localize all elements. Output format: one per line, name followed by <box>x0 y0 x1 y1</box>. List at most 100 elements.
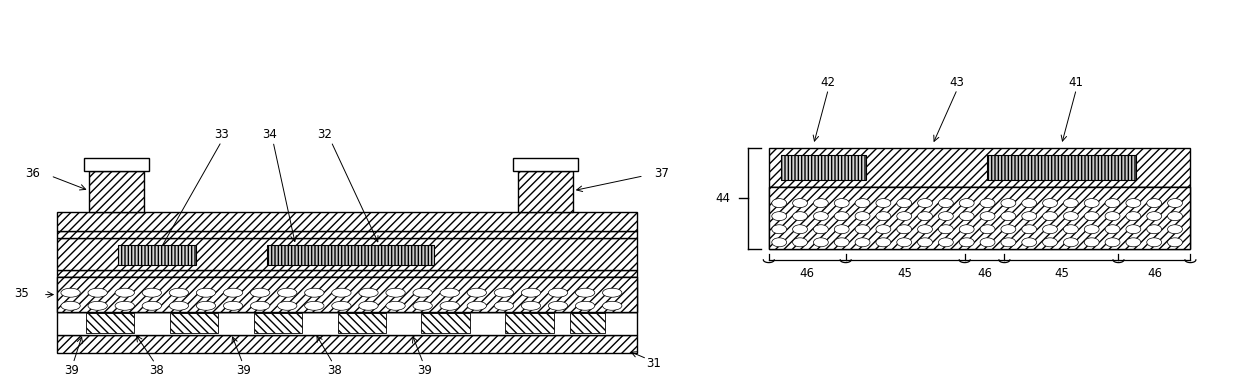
Ellipse shape <box>939 238 954 247</box>
Bar <box>57 212 637 231</box>
Ellipse shape <box>115 288 134 297</box>
Bar <box>769 187 1190 249</box>
Ellipse shape <box>467 288 486 297</box>
Bar <box>781 155 866 180</box>
Ellipse shape <box>939 225 954 234</box>
Ellipse shape <box>1001 238 1016 247</box>
Ellipse shape <box>813 238 828 247</box>
Ellipse shape <box>918 238 932 247</box>
Ellipse shape <box>250 288 270 297</box>
Ellipse shape <box>792 199 807 208</box>
Ellipse shape <box>792 225 807 234</box>
Ellipse shape <box>918 212 932 221</box>
Ellipse shape <box>1064 225 1079 234</box>
Text: 38: 38 <box>150 364 165 377</box>
Text: 41: 41 <box>1069 76 1084 89</box>
Ellipse shape <box>143 301 161 310</box>
Ellipse shape <box>115 301 134 310</box>
Ellipse shape <box>939 212 954 221</box>
Ellipse shape <box>856 212 870 221</box>
Ellipse shape <box>88 288 108 297</box>
Ellipse shape <box>143 288 161 297</box>
Ellipse shape <box>771 238 786 247</box>
Text: 33: 33 <box>215 128 229 141</box>
Ellipse shape <box>413 288 433 297</box>
Bar <box>57 238 637 270</box>
Ellipse shape <box>332 301 351 310</box>
Ellipse shape <box>897 238 911 247</box>
Ellipse shape <box>1168 238 1183 247</box>
Ellipse shape <box>467 301 486 310</box>
Ellipse shape <box>897 212 911 221</box>
Ellipse shape <box>856 225 870 234</box>
Ellipse shape <box>1001 212 1016 221</box>
Ellipse shape <box>1001 225 1016 234</box>
Ellipse shape <box>278 301 296 310</box>
Bar <box>518 171 573 212</box>
Ellipse shape <box>1105 238 1120 247</box>
Ellipse shape <box>548 301 568 310</box>
Text: 44: 44 <box>715 192 730 205</box>
Ellipse shape <box>1022 238 1037 247</box>
Ellipse shape <box>1022 199 1037 208</box>
Text: 46: 46 <box>1147 267 1162 280</box>
Ellipse shape <box>521 301 541 310</box>
Ellipse shape <box>960 212 975 221</box>
Ellipse shape <box>196 288 216 297</box>
Bar <box>254 313 303 333</box>
Ellipse shape <box>575 301 595 310</box>
Ellipse shape <box>603 288 622 297</box>
Bar <box>337 313 386 333</box>
Ellipse shape <box>223 301 243 310</box>
Ellipse shape <box>813 199 828 208</box>
Text: 45: 45 <box>1054 267 1069 280</box>
Ellipse shape <box>875 212 890 221</box>
Ellipse shape <box>960 199 975 208</box>
Ellipse shape <box>980 212 994 221</box>
Ellipse shape <box>1105 212 1120 221</box>
Ellipse shape <box>1084 212 1099 221</box>
Ellipse shape <box>875 238 890 247</box>
Ellipse shape <box>856 199 870 208</box>
Ellipse shape <box>835 225 849 234</box>
Ellipse shape <box>440 301 459 310</box>
Text: 46: 46 <box>977 267 992 280</box>
Ellipse shape <box>386 288 405 297</box>
Bar <box>89 171 144 212</box>
Ellipse shape <box>1022 212 1037 221</box>
Ellipse shape <box>1105 225 1120 234</box>
Text: 37: 37 <box>655 167 670 180</box>
Ellipse shape <box>250 301 270 310</box>
Ellipse shape <box>548 288 568 297</box>
Ellipse shape <box>875 199 890 208</box>
Text: 46: 46 <box>800 267 815 280</box>
Ellipse shape <box>575 288 595 297</box>
Ellipse shape <box>1105 199 1120 208</box>
Ellipse shape <box>1126 225 1141 234</box>
Ellipse shape <box>495 288 513 297</box>
Bar <box>57 277 637 312</box>
Text: 35: 35 <box>14 287 29 300</box>
Ellipse shape <box>603 301 622 310</box>
Bar <box>987 155 1136 180</box>
Ellipse shape <box>960 238 975 247</box>
Ellipse shape <box>1147 225 1162 234</box>
Ellipse shape <box>1001 199 1016 208</box>
Ellipse shape <box>1043 199 1058 208</box>
Ellipse shape <box>61 301 81 310</box>
Ellipse shape <box>1064 212 1079 221</box>
Ellipse shape <box>1168 225 1183 234</box>
Ellipse shape <box>358 288 378 297</box>
Ellipse shape <box>918 199 932 208</box>
Bar <box>170 313 218 333</box>
Ellipse shape <box>386 301 405 310</box>
Ellipse shape <box>196 301 216 310</box>
Ellipse shape <box>1126 238 1141 247</box>
Ellipse shape <box>305 301 324 310</box>
Ellipse shape <box>1043 238 1058 247</box>
Text: 34: 34 <box>263 128 278 141</box>
Ellipse shape <box>835 212 849 221</box>
Text: 43: 43 <box>950 76 965 89</box>
Ellipse shape <box>1084 199 1099 208</box>
Ellipse shape <box>897 199 911 208</box>
